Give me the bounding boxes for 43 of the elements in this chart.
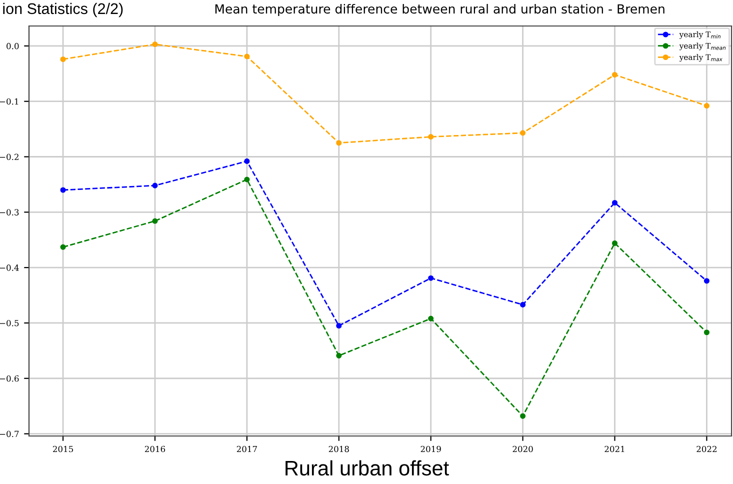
point (428, 316, 434, 322)
x-tick-label: 2018 (328, 446, 349, 452)
point (704, 278, 710, 284)
point (520, 130, 526, 136)
point (612, 72, 618, 78)
x-tick-label: 2016 (144, 446, 166, 452)
point (612, 200, 618, 206)
x-tick-label: 2022 (696, 446, 716, 452)
point (520, 413, 526, 419)
point (704, 330, 710, 336)
point (704, 103, 710, 109)
text: Rural urban offset (286, 460, 449, 476)
point (612, 240, 618, 246)
point (520, 302, 526, 308)
point (152, 42, 158, 48)
chart-title: Mean temperature difference between rural and urban station - Bremen (215, 4, 664, 16)
point (244, 54, 250, 60)
y-tick-label: −0.3 (0, 209, 19, 216)
x-tick-label: 2017 (236, 446, 257, 452)
point (152, 218, 158, 224)
point (244, 176, 250, 182)
x-tick-label: 2019 (420, 446, 441, 452)
y-tick-label: −0.4 (0, 264, 19, 271)
point (152, 182, 158, 188)
point (60, 244, 66, 250)
x-tick-label: 2020 (512, 446, 533, 452)
y-tick-label: −0.7 (0, 430, 19, 438)
point (60, 56, 66, 62)
y-tick-label: 0.0 (6, 42, 19, 50)
x-tick-label: 2021 (604, 446, 624, 452)
point (428, 275, 434, 281)
y-tick-label: −0.6 (0, 375, 19, 382)
point (244, 158, 250, 164)
point (336, 352, 342, 358)
point (336, 322, 342, 329)
y-tick-label: −0.2 (0, 154, 18, 160)
point (336, 140, 342, 146)
y-tick-label: −0.5 (0, 320, 19, 326)
x-tick-label: 2015 (52, 446, 73, 452)
point (60, 187, 66, 193)
point (428, 134, 434, 140)
y-tick-label: −0.1 (0, 98, 18, 105)
text: ion Statistics (2/2) (3, 2, 123, 18)
